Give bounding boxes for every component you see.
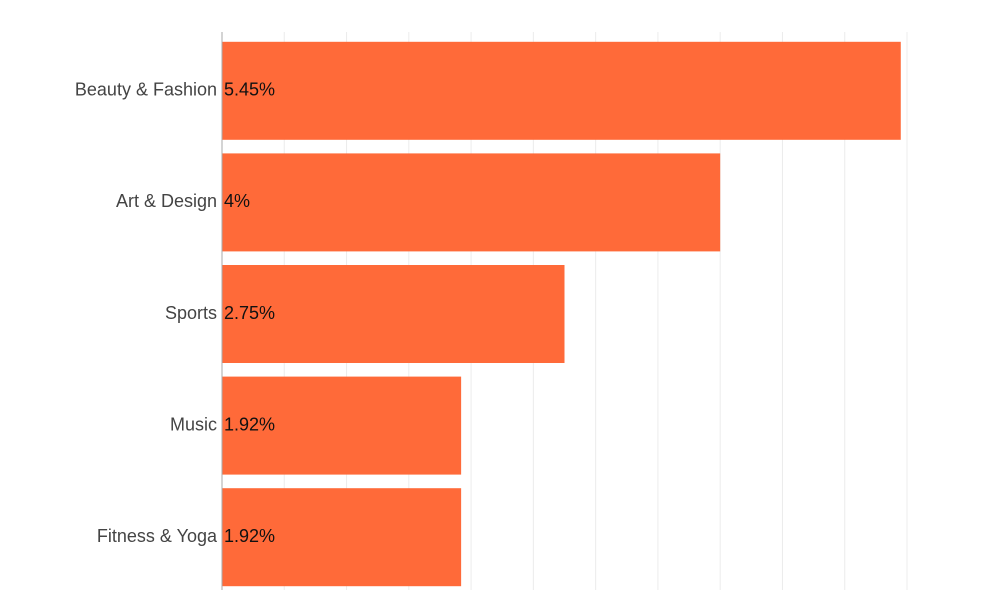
y-tick-label: Sports xyxy=(165,303,217,323)
bar xyxy=(222,41,901,140)
y-tick-label: Beauty & Fashion xyxy=(75,80,217,100)
y-tick-label: Music xyxy=(170,414,217,434)
bar xyxy=(222,153,721,252)
bar xyxy=(222,488,462,587)
bar xyxy=(222,265,565,363)
value-label: 5.45% xyxy=(224,80,275,100)
y-tick-label: Fitness & Yoga xyxy=(97,526,218,546)
value-label: 2.75% xyxy=(224,303,275,323)
value-label: 1.92% xyxy=(224,526,275,546)
value-label: 1.92% xyxy=(224,414,275,434)
bar xyxy=(222,376,462,475)
y-tick-label: Art & Design xyxy=(116,191,217,211)
value-label: 4% xyxy=(224,191,250,211)
